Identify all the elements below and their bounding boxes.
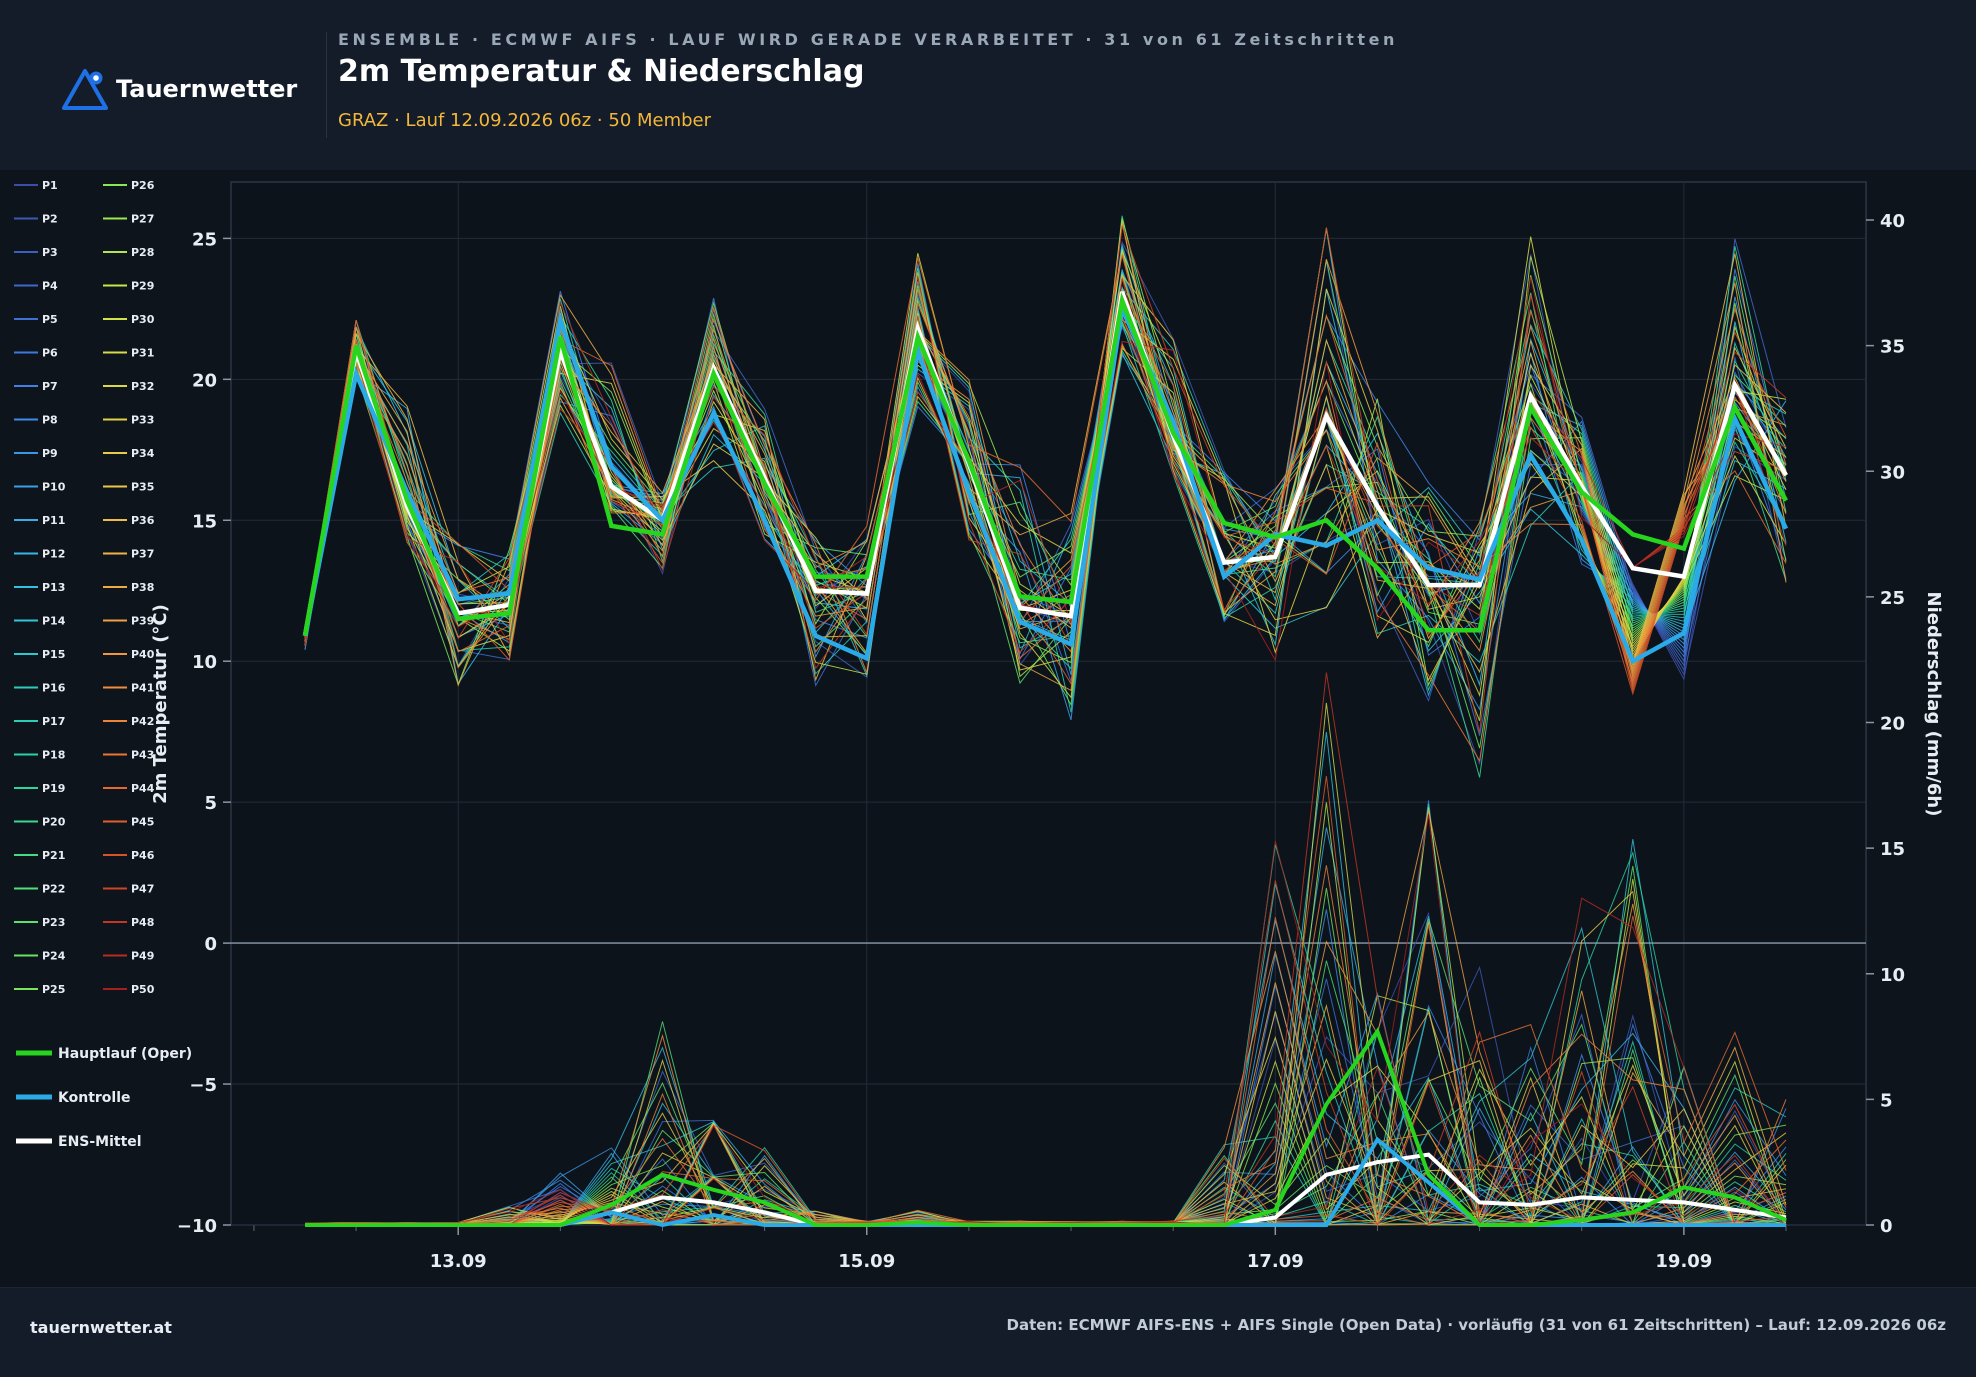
legend-member-label: P21 [42,849,65,862]
member-precip-line [304,1023,1787,1225]
footer-source: Daten: ECMWF AIFS-ENS + AIFS Single (Ope… [1006,1316,1947,1334]
legend-member-label: P43 [131,749,154,762]
legend-member-label: P11 [42,514,65,527]
mountain-logo-icon [62,69,108,110]
legend-member-label: P9 [42,447,58,460]
x-tick-label: 15.09 [838,1251,895,1272]
y2-tick-label: 25 [1880,588,1905,609]
legend-member-label: P23 [42,916,65,929]
member-temp-line [304,318,1787,698]
legend-oper-label: Hauptlauf (Oper) [58,1046,192,1062]
y-axis-label: 2m Temperatur (°C) [150,604,171,804]
x-tick-label: 17.09 [1247,1251,1304,1272]
legend-member-label: P22 [42,883,65,896]
legend-member-label: P5 [42,313,58,326]
member-temp-line [304,282,1787,674]
brand-name: Tauernwetter [116,75,298,103]
y-tick-label: 20 [192,370,217,391]
legend-member-label: P2 [42,213,58,226]
legend-member-label: P33 [131,414,154,427]
legend-member-label: P47 [131,883,154,896]
legend-member-label: P38 [131,581,154,594]
legend-member-label: P42 [131,715,154,728]
ensemble-chart: 13.09 15.09 17.09 19.09 −10 −5 0 5 10 15 20 25 0 5 10 1… [0,170,1976,1287]
legend-member-label: P40 [131,648,155,661]
legend-member-label: P30 [131,313,155,326]
legend-member-label: P7 [42,380,58,393]
legend-member-label: P20 [42,816,66,829]
run-meta: GRAZ · Lauf 12.09.2026 06z · 50 Member [338,110,712,131]
member-temp-line [304,228,1787,721]
y-tick-label: 15 [192,511,217,532]
legend-member-label: P3 [42,246,58,259]
legend-member-label: P45 [131,816,154,829]
legend-control-label: Kontrolle [58,1090,131,1106]
legend-member-label: P10 [42,481,66,494]
plot-area [230,181,1867,1226]
y-tick-label: 5 [204,793,217,814]
y-tick-label: 0 [204,934,217,955]
legend-member-label: P41 [131,682,154,695]
legend-member-label: P12 [42,548,65,561]
member-temp-line [304,276,1787,670]
legend-member-label: P39 [131,615,154,628]
y2-tick-label: 35 [1880,337,1905,358]
y2-axis-label: Niederschlag (mm/6h) [1923,592,1944,817]
legend-member-label: P31 [131,347,154,360]
brand-logo[interactable]: Tauernwetter [60,66,297,112]
legend-member-label: P50 [131,983,155,996]
y-tick-label: −10 [177,1216,217,1237]
page-header: Tauernwetter ENSEMBLE · ECMWF AIFS · LAU… [0,0,1976,170]
legend-member-label: P27 [131,213,154,226]
control-temp-line [302,301,1789,665]
legend-member-label: P24 [42,950,66,963]
legend-member-label: P1 [42,179,58,192]
legend-member-label: P6 [42,347,58,360]
legend-member-label: P17 [42,715,65,728]
legend-member-label: P15 [42,648,65,661]
y-tick-label: 10 [192,652,217,673]
oper-precip-line [305,1027,1787,1227]
y2-tick-label: 10 [1880,965,1905,986]
legend-member-label: P32 [131,380,154,393]
y-tick-label: 25 [192,229,217,250]
x-tick-label: 19.09 [1655,1251,1712,1272]
legend-member-label: P4 [42,280,58,293]
legend-member-label: P46 [131,849,155,862]
x-tick-label: 13.09 [430,1251,487,1272]
legend-member-label: P49 [131,950,154,963]
page-footer: tauernwetter.at Daten: ECMWF AIFS-ENS + … [0,1287,1976,1377]
y2-tick-label: 30 [1880,462,1905,483]
y2-tick-label: 40 [1880,211,1905,232]
legend-member-label: P48 [131,916,154,929]
y2-tick-label: 15 [1880,839,1905,860]
legend-member-label: P35 [131,481,154,494]
oper-temp-line [302,291,1788,637]
member-temp-line [304,290,1787,692]
legend-member-label: P36 [131,514,155,527]
legend-member-label: P34 [131,447,155,460]
legend-member-label: P13 [42,581,65,594]
legend-member-label: P18 [42,749,65,762]
legend-member-label: P26 [131,179,155,192]
member-precip-line [304,672,1787,1226]
header-divider [326,32,327,138]
legend-member-label: P28 [131,246,154,259]
legend-member-label: P16 [42,682,66,695]
legend-member-label: P14 [42,615,66,628]
page-title: 2m Temperatur & Niederschlag [338,54,865,89]
y2-tick-label: 20 [1880,714,1905,735]
footer-site[interactable]: tauernwetter.at [30,1318,172,1337]
legend-member-label: P29 [131,280,154,293]
legend-member-label: P25 [42,983,65,996]
legend-mean-label: ENS-Mittel [58,1134,142,1150]
y2-tick-label: 5 [1880,1090,1893,1111]
y2-tick-label: 0 [1880,1216,1893,1237]
run-status-line: ENSEMBLE · ECMWF AIFS · LAUF WIRD GERADE… [338,30,1399,49]
legend-member-label: P19 [42,782,65,795]
legend-member-label: P8 [42,414,58,427]
y-tick-label: −5 [189,1075,217,1096]
legend-member-label: P44 [131,782,155,795]
legend-member-label: P37 [131,548,154,561]
